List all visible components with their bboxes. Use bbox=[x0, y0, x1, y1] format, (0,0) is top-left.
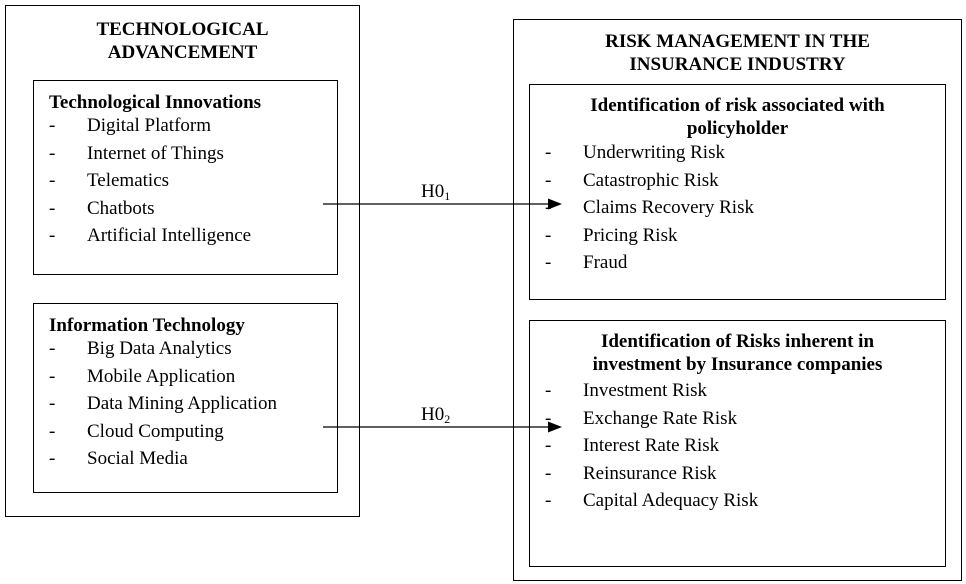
list-item: - Big Data Analytics bbox=[49, 338, 232, 359]
list-item: - Interest Rate Risk bbox=[545, 435, 720, 457]
information-technology-list: - Big Data Analytics - Mobile Application … bbox=[49, 335, 334, 473]
list-item: - Internet of Things bbox=[49, 142, 224, 164]
list-item: - Artificial Intelligence bbox=[49, 225, 252, 247]
list-item: - Pricing Risk bbox=[545, 224, 678, 246]
information-technology-title: Information Technology bbox=[49, 315, 245, 336]
tech-innovations-list: - Digital Platform - Internet of Things -T… bbox=[49, 112, 334, 250]
information-technology-box: Information Technology - Big Data Analyti… bbox=[33, 303, 338, 493]
list-item: - Chatbots bbox=[49, 197, 155, 219]
list-item: - Mobile Application bbox=[49, 365, 236, 387]
investment-risk-list: - Investment Risk - Exchange Rate Risk - In… bbox=[545, 377, 940, 515]
policyholder-risk-box: Identification of risk associated with p… bbox=[529, 84, 946, 300]
risk-management-title: RISK MANAGEMENT IN THE INSURANCE INDUSTR… bbox=[605, 31, 870, 75]
list-item: - Cloud Computing bbox=[49, 420, 224, 442]
list-item: - Digital Platform bbox=[49, 115, 212, 136]
hypothesis-h2-label: H02 bbox=[421, 404, 451, 426]
tech-advancement-title: TECHNOLOGICAL ADVANCEMENT bbox=[96, 19, 269, 63]
list-item: - Exchange Rate Risk bbox=[545, 407, 738, 429]
list-item: - Investment Risk bbox=[545, 380, 708, 401]
list-item: - Underwriting Risk bbox=[545, 142, 725, 163]
policyholder-risk-list: - Underwriting Risk - Catastrophic Risk -C… bbox=[545, 139, 940, 277]
list-item: - Reinsurance Risk bbox=[545, 462, 717, 484]
list-item: - Claims Recovery Risk bbox=[545, 197, 754, 219]
tech-innovations-box: Technological Innovations - Digital Platf… bbox=[33, 80, 338, 275]
policyholder-risk-title: Identification of risk associated with p… bbox=[590, 95, 885, 139]
hypothesis-h1-label: H01 bbox=[421, 181, 451, 203]
list-item: - Capital Adequacy Risk bbox=[545, 490, 759, 512]
list-item: - Social Media bbox=[49, 448, 188, 470]
list-item: - Data Mining Application bbox=[49, 393, 277, 415]
list-item: - Telematics bbox=[49, 170, 170, 192]
list-item: - Fraud bbox=[545, 252, 628, 274]
list-item: - Catastrophic Risk bbox=[545, 169, 719, 191]
investment-risk-title: Identification of Risks inherent in inve… bbox=[592, 331, 883, 375]
tech-innovations-title: Technological Innovations bbox=[49, 92, 262, 113]
investment-risk-box: Identification of Risks inherent in inve… bbox=[529, 320, 946, 567]
